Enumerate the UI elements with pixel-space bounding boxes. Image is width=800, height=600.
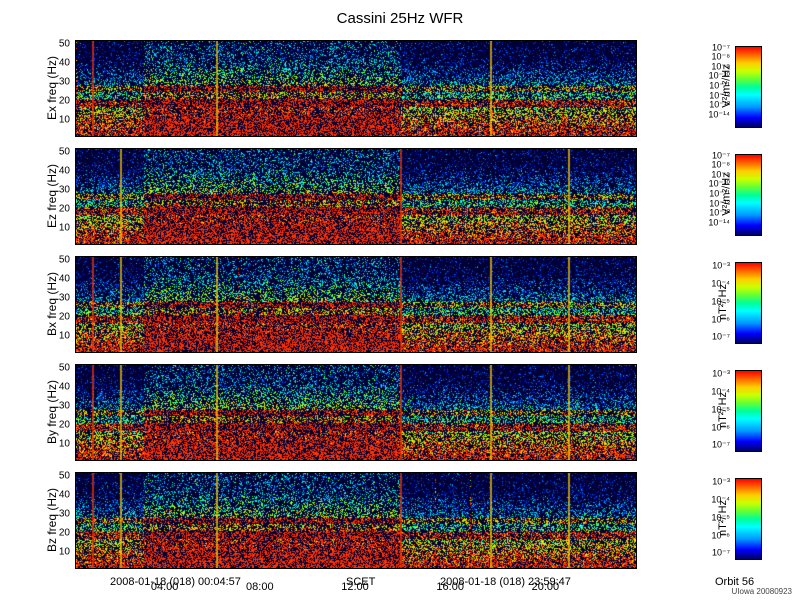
yticks: 1020304050 <box>47 256 72 351</box>
spectrogram-canvas <box>75 364 637 461</box>
colorbar-ticks: 10⁻³10⁻⁴10⁻⁵10⁻⁶10⁻⁷ <box>697 262 732 342</box>
chart-title: Cassini 25Hz WFR <box>0 10 800 27</box>
spectrogram-canvas <box>75 40 637 137</box>
spectrogram-canvas <box>75 472 637 569</box>
time-end-label: 2008-01-18 (018) 23:59:47 <box>440 576 571 588</box>
spectrogram-panel: Bx freq (Hz)1020304050 <box>75 256 635 351</box>
yticks: 1020304050 <box>47 40 72 135</box>
spectrogram-panel: Ez freq (Hz)1020304050 <box>75 148 635 243</box>
colorbar: nT²/ Hz10⁻³10⁻⁴10⁻⁵10⁻⁶10⁻⁷ <box>735 262 760 342</box>
colorbar: V²/m²/Hz10⁻⁷10⁻⁸10⁻⁹10⁻¹⁰10⁻¹¹10⁻¹²10⁻¹³… <box>735 46 760 126</box>
colorbar: nT²/ Hz10⁻³10⁻⁴10⁻⁵10⁻⁶10⁻⁷ <box>735 478 760 558</box>
colorbar-ticks: 10⁻³10⁻⁴10⁻⁵10⁻⁶10⁻⁷ <box>697 478 732 558</box>
colorbar-ticks: 10⁻⁷10⁻⁸10⁻⁹10⁻¹⁰10⁻¹¹10⁻¹²10⁻¹³10⁻¹⁴ <box>697 46 732 126</box>
colorbar-ticks: 10⁻⁷10⁻⁸10⁻⁹10⁻¹⁰10⁻¹¹10⁻¹²10⁻¹³10⁻¹⁴ <box>697 154 732 234</box>
colorbar-ticks: 10⁻³10⁻⁴10⁻⁵10⁻⁶10⁻⁷ <box>697 370 732 450</box>
colorbar-gradient <box>735 154 762 236</box>
spectrogram-canvas <box>75 148 637 245</box>
colorbar-gradient <box>735 478 762 560</box>
colorbar: nT²/ Hz10⁻³10⁻⁴10⁻⁵10⁻⁶10⁻⁷ <box>735 370 760 450</box>
spectrogram-canvas <box>75 256 637 353</box>
spectrogram-panel: By freq (Hz)1020304050 <box>75 364 635 459</box>
spectrogram-panel: Ex freq (Hz)1020304050 <box>75 40 635 135</box>
yticks: 1020304050 <box>47 148 72 243</box>
colorbar-gradient <box>735 46 762 128</box>
colorbar: V²/m²/Hz10⁻⁷10⁻⁸10⁻⁹10⁻¹⁰10⁻¹¹10⁻¹²10⁻¹³… <box>735 154 760 234</box>
spectrogram-panel: Bz freq (Hz)102030405004:0008:0012:0016:… <box>75 472 635 567</box>
colorbar-gradient <box>735 262 762 344</box>
time-start-label: 2008-01-18 (018) 00:04:57 <box>110 576 241 588</box>
xaxis-label: SCET <box>346 576 375 588</box>
colorbar-gradient <box>735 370 762 452</box>
yticks: 1020304050 <box>47 364 72 459</box>
footer-credit: UIowa 20080923 <box>732 587 793 596</box>
yticks: 1020304050 <box>47 472 72 567</box>
